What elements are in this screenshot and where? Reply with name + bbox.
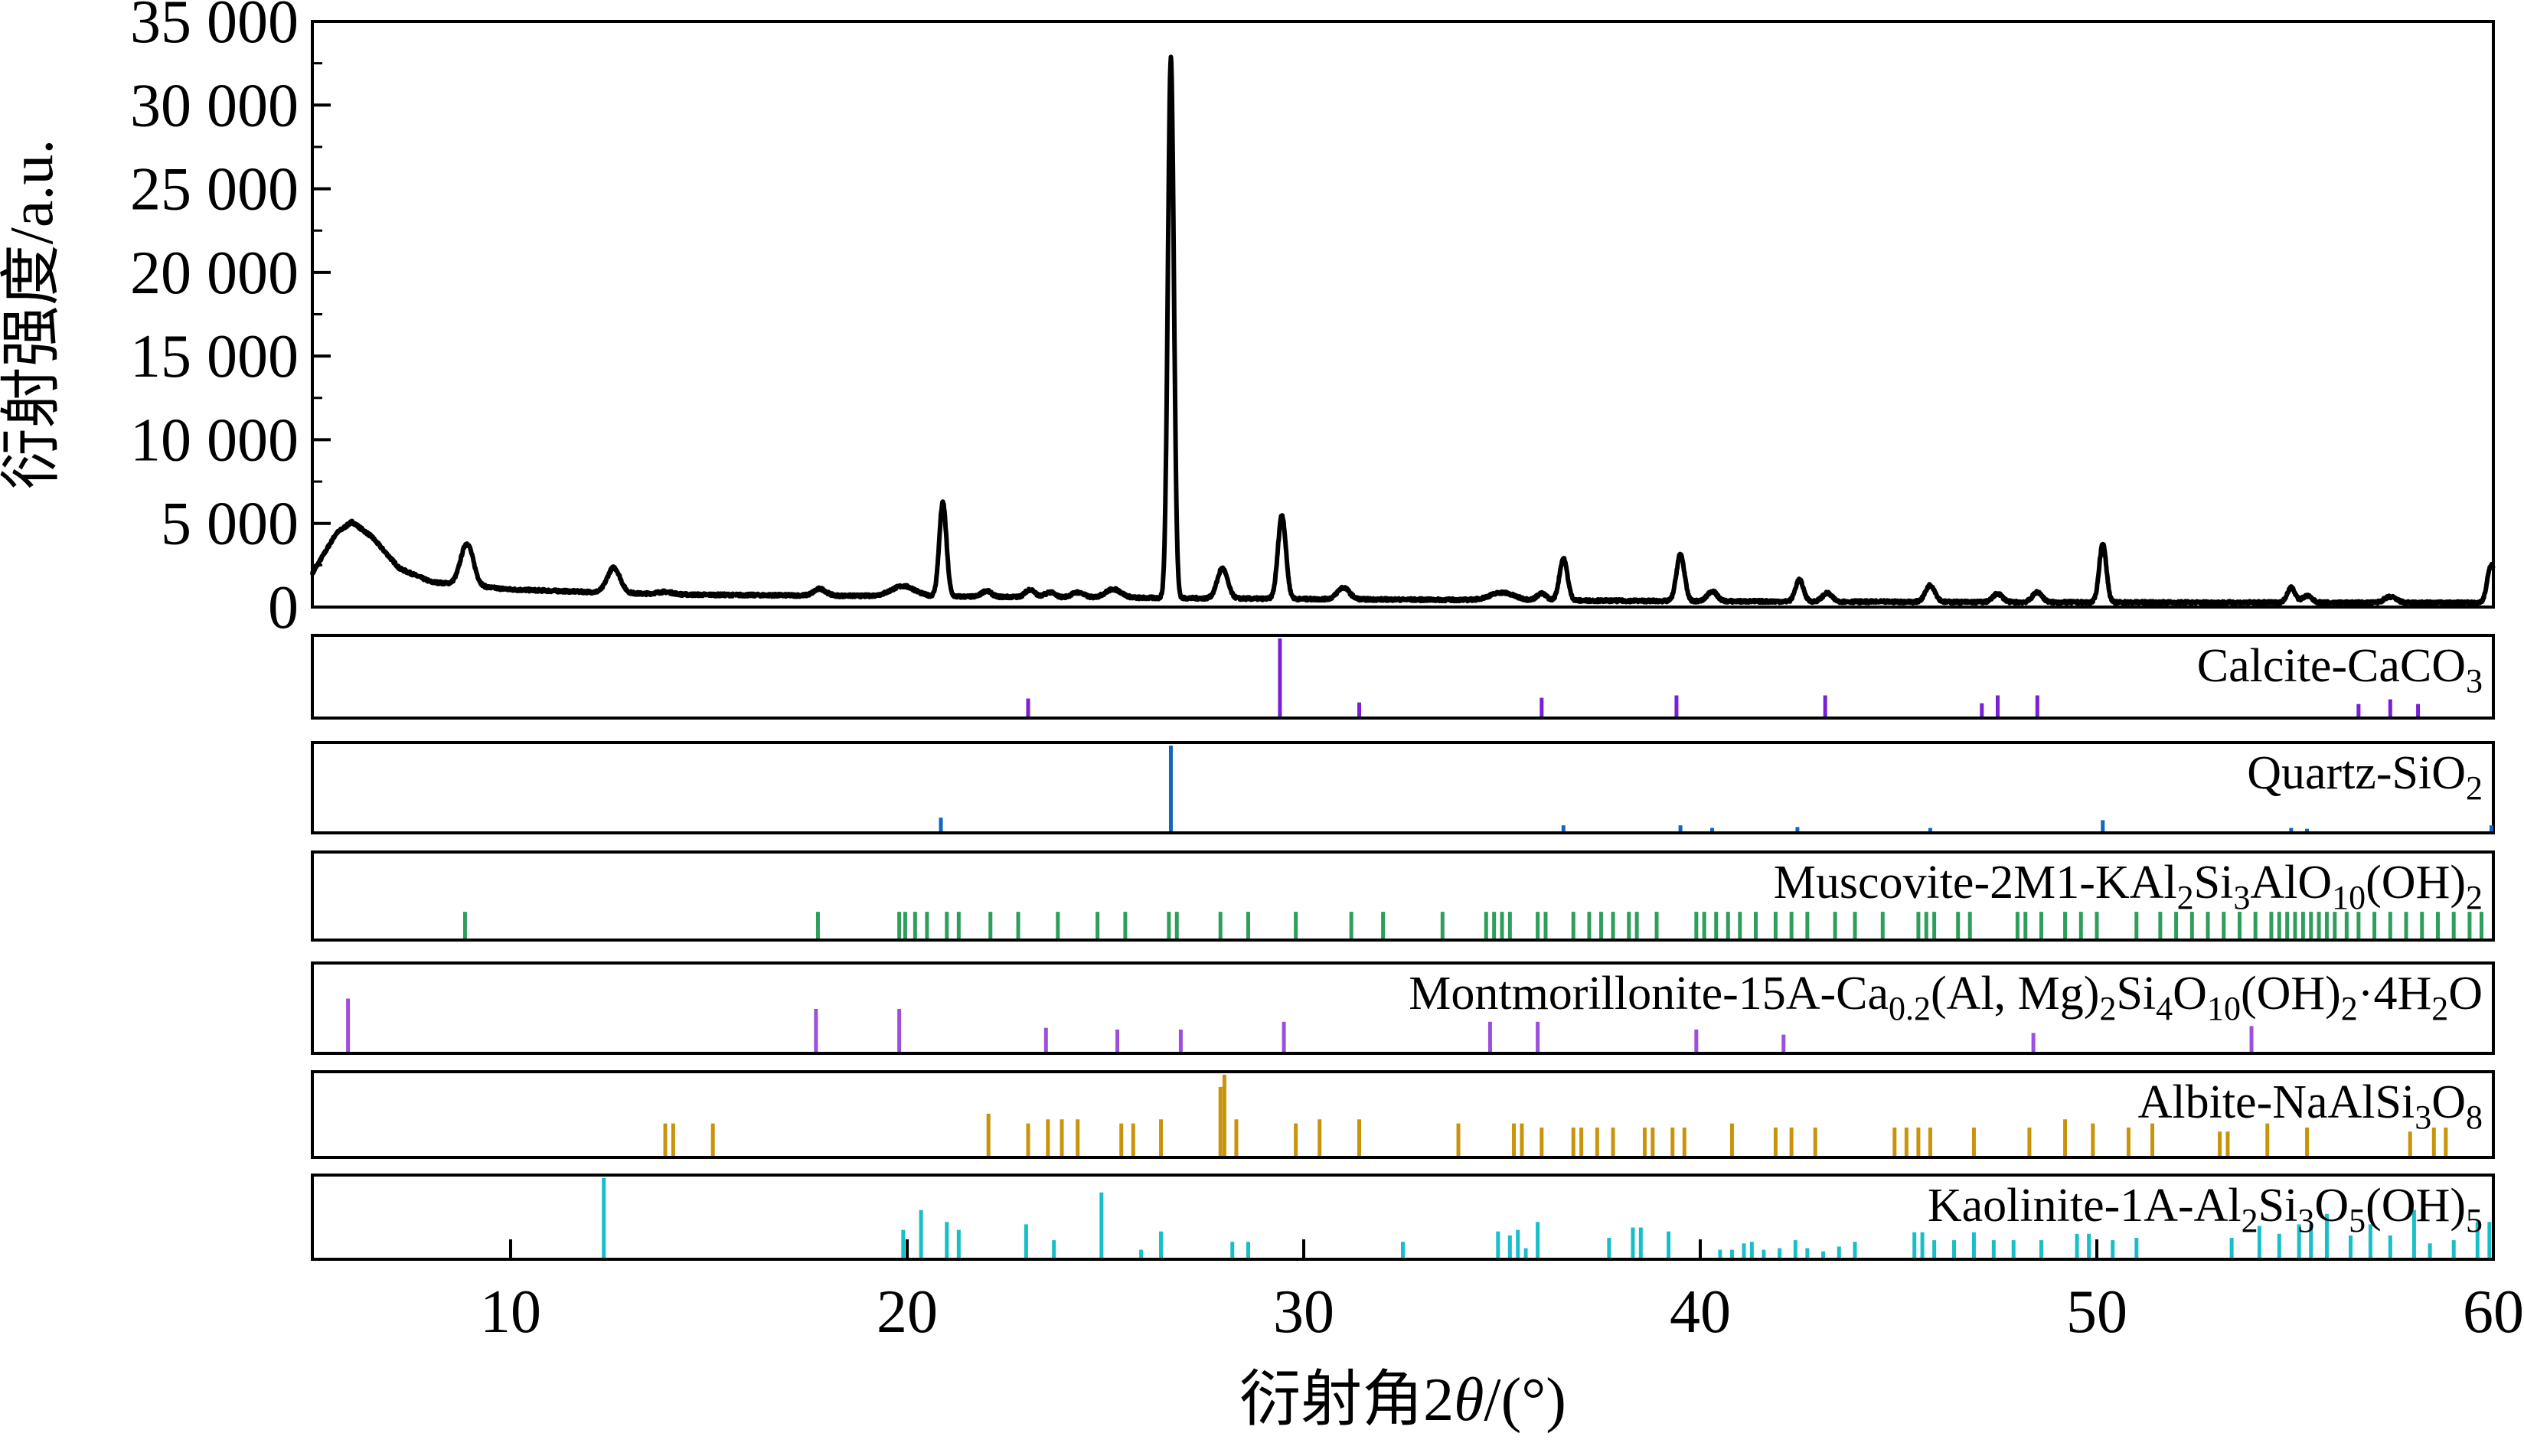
reference-stick-panels: Calcite-CaCO3Quartz-SiO2Muscovite-2M1-KA… bbox=[311, 634, 2495, 1261]
y-tick-label: 15 000 bbox=[130, 323, 299, 390]
label-text: Quartz-SiO bbox=[2247, 747, 2466, 799]
y-tick-label: 30 000 bbox=[130, 72, 299, 139]
label-subscript: 10 bbox=[2207, 990, 2241, 1027]
y-tick-label: 25 000 bbox=[130, 156, 299, 224]
y-axis-title: 衍射强度/a.u. bbox=[0, 139, 66, 490]
reference-panel-frame bbox=[311, 1174, 2495, 1261]
label-text: (OH) bbox=[2366, 1180, 2466, 1232]
label-subscript: 0.2 bbox=[1889, 990, 1931, 1027]
label-text: O bbox=[2448, 968, 2483, 1020]
label-text: Montmorillonite-15A-Ca bbox=[1409, 968, 1889, 1020]
reference-panel-label: Albite-NaAlSi3O8 bbox=[2138, 1076, 2483, 1136]
reference-panel-frame bbox=[311, 741, 2495, 834]
main-plot-frame bbox=[311, 20, 2495, 609]
label-text: Si bbox=[2258, 1180, 2298, 1232]
y-tick-label: 0 bbox=[268, 574, 299, 641]
label-text: (Al, Mg) bbox=[1931, 968, 2099, 1020]
reference-panel-kaolinite: Kaolinite-1A-Al2Si3O5(OH)5 bbox=[311, 1174, 2495, 1261]
reference-panel-label: Montmorillonite-15A-Ca0.2(Al, Mg)2Si4O10… bbox=[1409, 968, 2483, 1027]
label-text: ·4H bbox=[2358, 968, 2431, 1020]
label-text: Calcite-CaCO bbox=[2197, 640, 2466, 692]
label-subscript: 2 bbox=[2466, 769, 2483, 807]
reference-panel-label: Muscovite-2M1-KAl2Si3AlO10(OH)2 bbox=[1774, 857, 2483, 916]
label-subscript: 5 bbox=[2349, 1202, 2366, 1239]
x-axis-title-theta: θ bbox=[1454, 1366, 1484, 1434]
label-text: (OH) bbox=[2241, 968, 2341, 1020]
label-subscript: 10 bbox=[2332, 879, 2366, 916]
label-text: Kaolinite-1A-Al bbox=[1928, 1180, 2242, 1232]
label-text: AlO bbox=[2250, 857, 2332, 909]
label-subscript: 2 bbox=[2431, 990, 2448, 1027]
x-axis-title-prefix: 衍射角2 bbox=[1239, 1366, 1454, 1434]
label-text: Muscovite-2M1-KAl bbox=[1774, 857, 2177, 909]
label-subscript: 2 bbox=[2177, 879, 2194, 916]
chart-frames bbox=[311, 20, 2495, 609]
y-tick-label: 20 000 bbox=[130, 240, 299, 307]
x-tick-label: 40 bbox=[1670, 1278, 1731, 1346]
label-text: O bbox=[2173, 968, 2207, 1020]
y-tick-label: 5 000 bbox=[161, 491, 299, 558]
x-tick-label: 30 bbox=[1273, 1278, 1334, 1346]
label-text: O bbox=[2314, 1180, 2349, 1232]
diffraction-curve bbox=[310, 54, 2496, 607]
reference-panel-label: Kaolinite-1A-Al2Si3O5(OH)5 bbox=[1928, 1180, 2483, 1239]
label-subscript: 3 bbox=[2415, 1099, 2431, 1136]
reference-panel-calcite: Calcite-CaCO3 bbox=[311, 634, 2495, 720]
y-tick-label: 35 000 bbox=[130, 0, 299, 56]
x-tick-label: 60 bbox=[2463, 1278, 2524, 1346]
x-tick-label: 50 bbox=[2066, 1278, 2127, 1346]
label-text: Si bbox=[2116, 968, 2156, 1020]
reference-panel-quartz: Quartz-SiO2 bbox=[311, 741, 2495, 834]
reference-panel-label: Calcite-CaCO3 bbox=[2197, 640, 2483, 700]
label-subscript: 2 bbox=[2242, 1202, 2258, 1239]
label-subscript: 3 bbox=[2233, 879, 2250, 916]
label-subscript: 3 bbox=[2466, 662, 2483, 700]
label-text: Si bbox=[2194, 857, 2234, 909]
label-subscript: 4 bbox=[2156, 990, 2173, 1027]
label-subscript: 2 bbox=[2466, 879, 2483, 916]
x-tick-label: 10 bbox=[480, 1278, 541, 1346]
label-text: Albite-NaAlSi bbox=[2138, 1076, 2415, 1128]
label-subscript: 2 bbox=[2341, 990, 2358, 1027]
label-text: (OH) bbox=[2366, 857, 2466, 909]
reference-panel-montmorillonite: Montmorillonite-15A-Ca0.2(Al, Mg)2Si4O10… bbox=[311, 961, 2495, 1055]
label-subscript: 8 bbox=[2466, 1099, 2483, 1136]
x-axis-title: 衍射角2θ/(°) bbox=[1239, 1366, 1566, 1434]
reference-panel-frame bbox=[311, 850, 2495, 942]
y-tick-label: 10 000 bbox=[130, 406, 299, 474]
diffraction-curve-layer bbox=[310, 54, 2496, 607]
reference-panel-albite: Albite-NaAlSi3O8 bbox=[311, 1070, 2495, 1159]
x-tick-label: 20 bbox=[877, 1278, 938, 1346]
label-subscript: 3 bbox=[2297, 1202, 2314, 1239]
reference-panel-label: Quartz-SiO2 bbox=[2247, 747, 2483, 807]
reference-panel-frame bbox=[311, 634, 2495, 720]
x-axis-title-suffix: /(°) bbox=[1484, 1366, 1566, 1434]
reference-panel-frame bbox=[311, 961, 2495, 1055]
label-text: O bbox=[2431, 1076, 2466, 1128]
label-subscript: 5 bbox=[2466, 1202, 2483, 1239]
reference-panel-frame bbox=[311, 1070, 2495, 1159]
label-subscript: 2 bbox=[2099, 990, 2116, 1027]
reference-panel-muscovite: Muscovite-2M1-KAl2Si3AlO10(OH)2 bbox=[311, 850, 2495, 942]
